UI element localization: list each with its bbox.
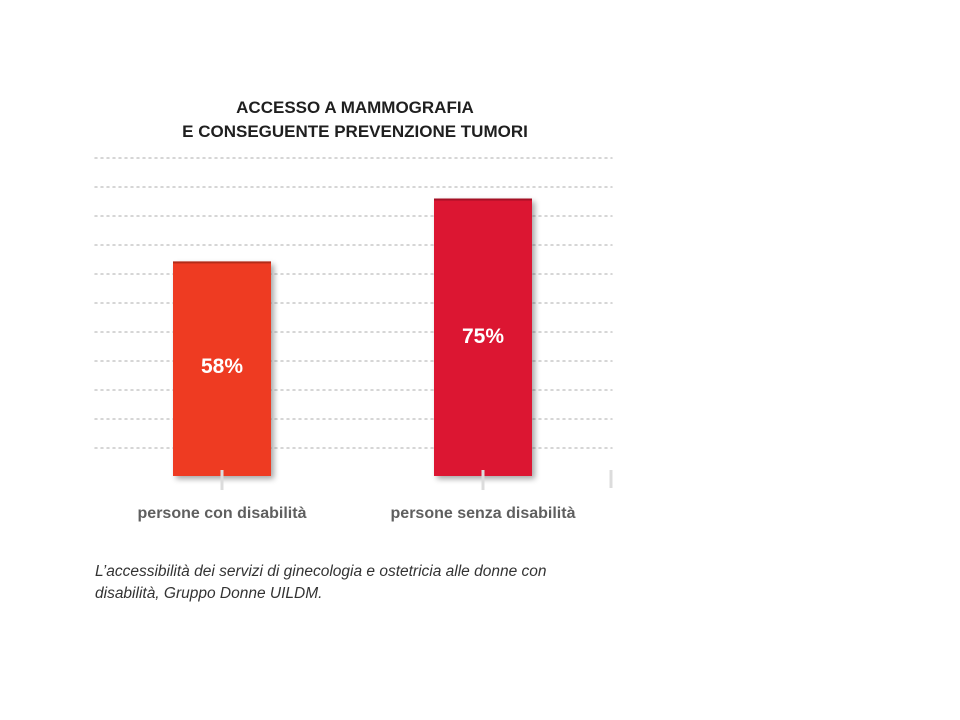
caption-line-2: disabilità, Gruppo Donne UILDM. xyxy=(95,585,323,602)
bar-2 xyxy=(434,198,532,476)
bar-value-label-2: 75% xyxy=(462,325,504,348)
bar-top-edge xyxy=(434,198,532,201)
bar-value-label-1: 58% xyxy=(201,355,243,378)
source-caption: L’accessibilità dei servizi di ginecolog… xyxy=(95,561,615,605)
chart-title-line-1: ACCESSO A MAMMOGRAFIA xyxy=(236,98,474,117)
bar-1 xyxy=(173,261,271,476)
labels: 58% persone con disabilità 75% persone senz… xyxy=(138,325,576,522)
bars xyxy=(173,198,532,476)
chart-title: ACCESSO A MAMMOGRAFIA E CONSEGUENTE PREV… xyxy=(95,96,615,144)
category-label-1: persone con disabilità xyxy=(138,505,307,522)
grid-lines xyxy=(94,157,613,449)
bar-top-edge xyxy=(173,261,271,264)
chart-title-line-2: E CONSEGUENTE PREVENZIONE TUMORI xyxy=(182,122,528,141)
category-label-2: persone senza disabilità xyxy=(391,505,576,522)
caption-line-1: L’accessibilità dei servizi di ginecolog… xyxy=(95,563,547,580)
x-axis xyxy=(95,470,613,490)
